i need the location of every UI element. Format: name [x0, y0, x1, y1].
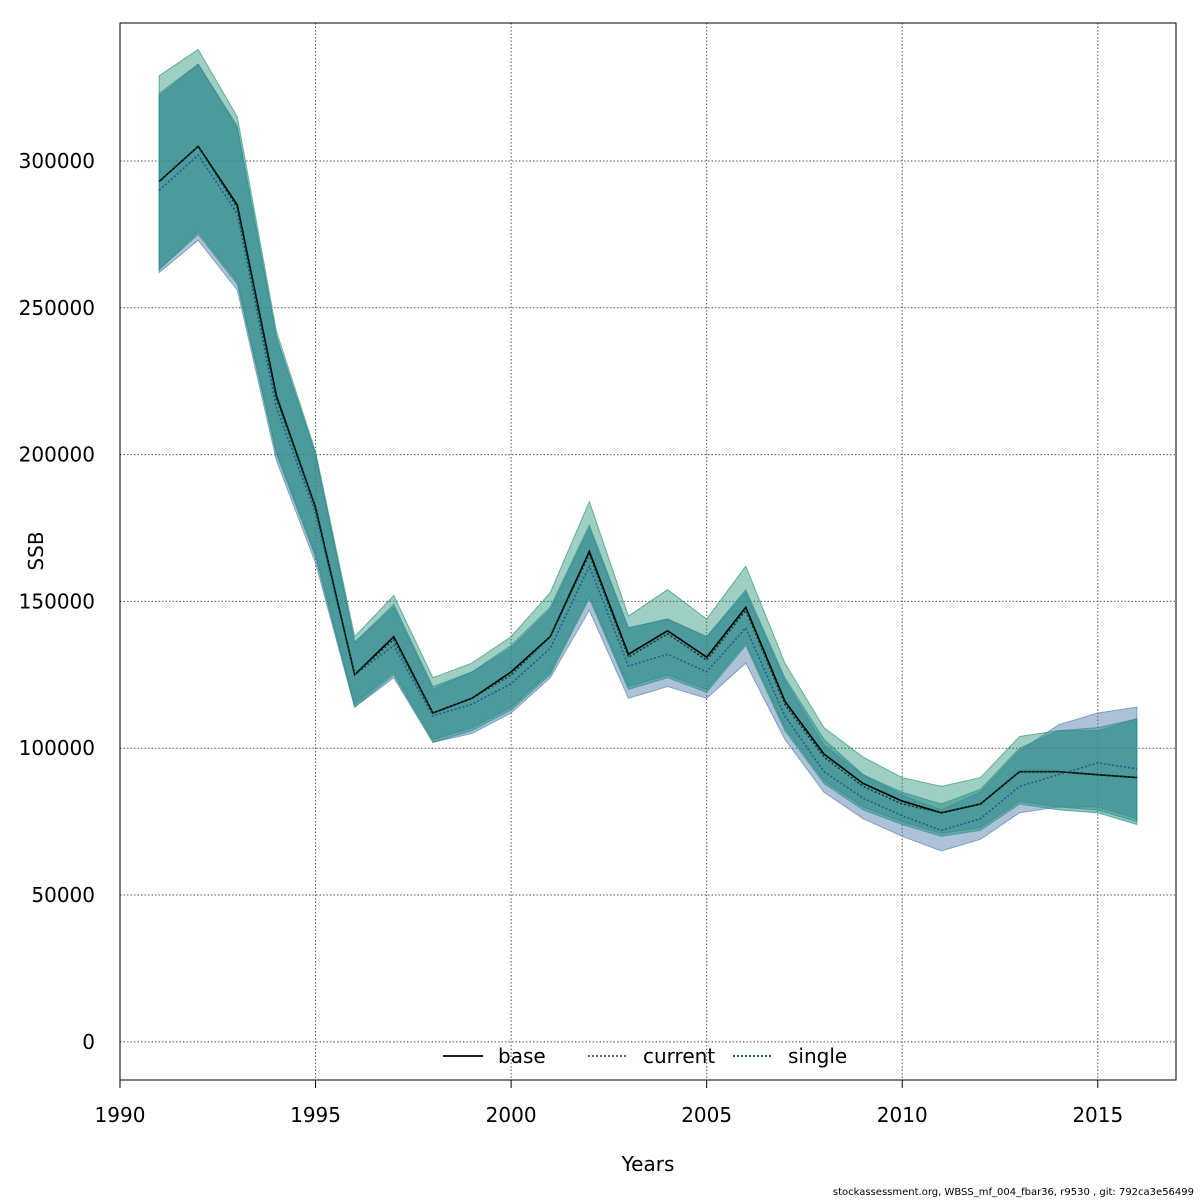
- y-tick-label-100000: 100000: [19, 736, 95, 760]
- x-tick-label-2005: 2005: [681, 1103, 732, 1127]
- legend-label-single: single: [788, 1044, 847, 1068]
- y-tick-label-150000: 150000: [19, 589, 95, 613]
- x-tick-label-1990: 1990: [95, 1103, 146, 1127]
- x-tick-label-2000: 2000: [486, 1103, 537, 1127]
- x-tick-label-2015: 2015: [1072, 1103, 1123, 1127]
- x-tick-label-2010: 2010: [877, 1103, 928, 1127]
- band-single: [158, 63, 1138, 837]
- legend-label-current: current: [643, 1044, 715, 1068]
- x-axis: 1990 1995 2000 2005 2010 2015: [95, 1079, 1123, 1127]
- y-tick-label-0: 0: [82, 1030, 95, 1054]
- legend-label-base: base: [498, 1044, 546, 1068]
- line-single: [158, 145, 1137, 814]
- line-current: [158, 153, 1138, 832]
- y-tick-label-250000: 250000: [19, 296, 95, 320]
- y-tick-label-50000: 50000: [31, 883, 95, 907]
- footer-credit: stockassessment.org, WBSS_mf_004_fbar36,…: [832, 1187, 1194, 1198]
- y-tick-label-200000: 200000: [19, 443, 95, 467]
- legend: base current single: [443, 1044, 847, 1068]
- y-tick-label-300000: 300000: [19, 149, 95, 173]
- y-axis: 0 50000 100000 150000 200000 250000 300000: [19, 149, 95, 1054]
- x-axis-title: Years: [621, 1152, 675, 1176]
- series-lines: [158, 145, 1138, 832]
- x-tick-label-1995: 1995: [290, 1103, 341, 1127]
- y-axis-title: SSB: [24, 531, 48, 570]
